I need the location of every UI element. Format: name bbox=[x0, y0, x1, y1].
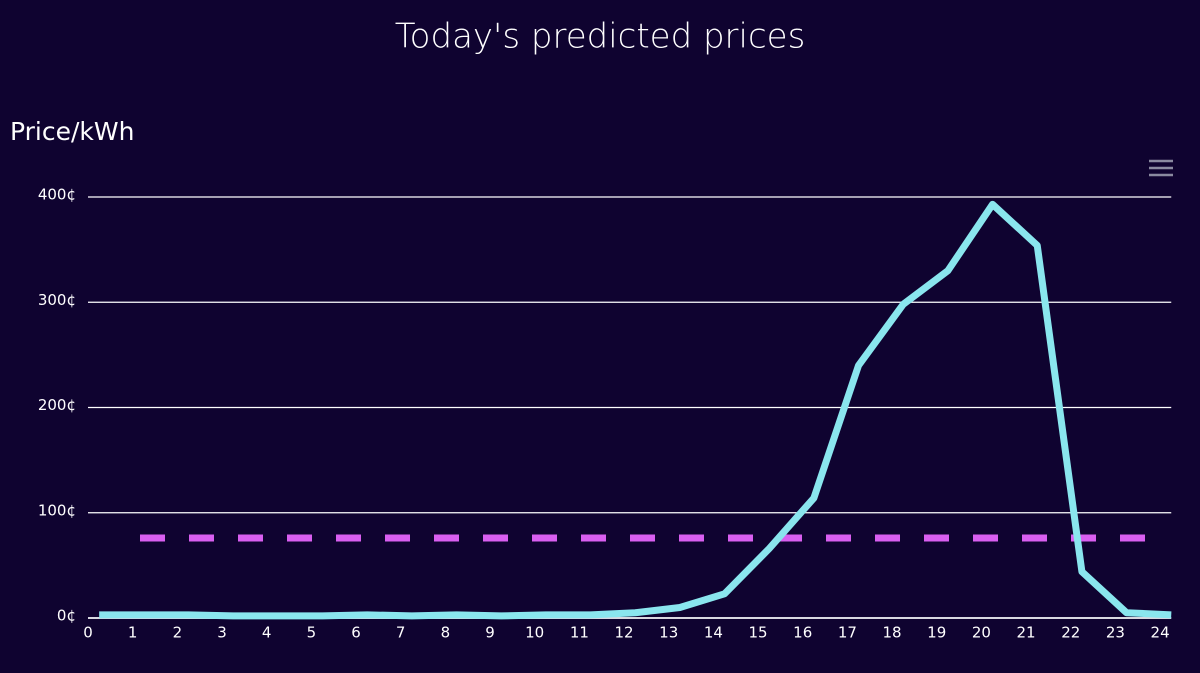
y-tick-label: 100¢ bbox=[38, 501, 76, 519]
x-tick-label: 0 bbox=[83, 624, 93, 642]
x-tick-label: 16 bbox=[793, 624, 812, 642]
y-tick-label: 300¢ bbox=[38, 291, 76, 309]
x-tick-label: 7 bbox=[396, 624, 406, 642]
x-tick-label: 15 bbox=[749, 624, 768, 642]
x-tick-label: 13 bbox=[659, 624, 678, 642]
y-tick-label: 0¢ bbox=[57, 607, 76, 625]
y-axis-label: Price/kWh bbox=[10, 117, 134, 146]
y-tick-label: 400¢ bbox=[38, 186, 76, 204]
x-tick-label: 20 bbox=[972, 624, 991, 642]
x-tick-label: 23 bbox=[1106, 624, 1125, 642]
price-line bbox=[99, 200, 1172, 620]
x-tick-label: 24 bbox=[1151, 624, 1170, 642]
x-tick-label: 5 bbox=[307, 624, 317, 642]
x-tick-label: 22 bbox=[1061, 624, 1080, 642]
x-tick-label: 19 bbox=[927, 624, 946, 642]
y-tick-label: 200¢ bbox=[38, 396, 76, 414]
x-tick-label: 18 bbox=[883, 624, 902, 642]
x-tick-label: 12 bbox=[614, 624, 633, 642]
x-tick-label: 14 bbox=[704, 624, 723, 642]
x-tick-label: 9 bbox=[485, 624, 495, 642]
x-tick-label: 17 bbox=[838, 624, 857, 642]
x-tick-label: 8 bbox=[441, 624, 451, 642]
x-tick-label: 6 bbox=[351, 624, 361, 642]
menu-icon[interactable] bbox=[1149, 159, 1173, 177]
x-tick-label: 10 bbox=[525, 624, 544, 642]
x-tick-label: 21 bbox=[1017, 624, 1036, 642]
chart-title: Today's predicted prices bbox=[395, 17, 806, 57]
x-tick-label: 1 bbox=[128, 624, 138, 642]
x-tick-label: 4 bbox=[262, 624, 272, 642]
x-tick-label: 3 bbox=[217, 624, 227, 642]
x-tick-label: 11 bbox=[570, 624, 589, 642]
x-tick-label: 2 bbox=[173, 624, 183, 642]
